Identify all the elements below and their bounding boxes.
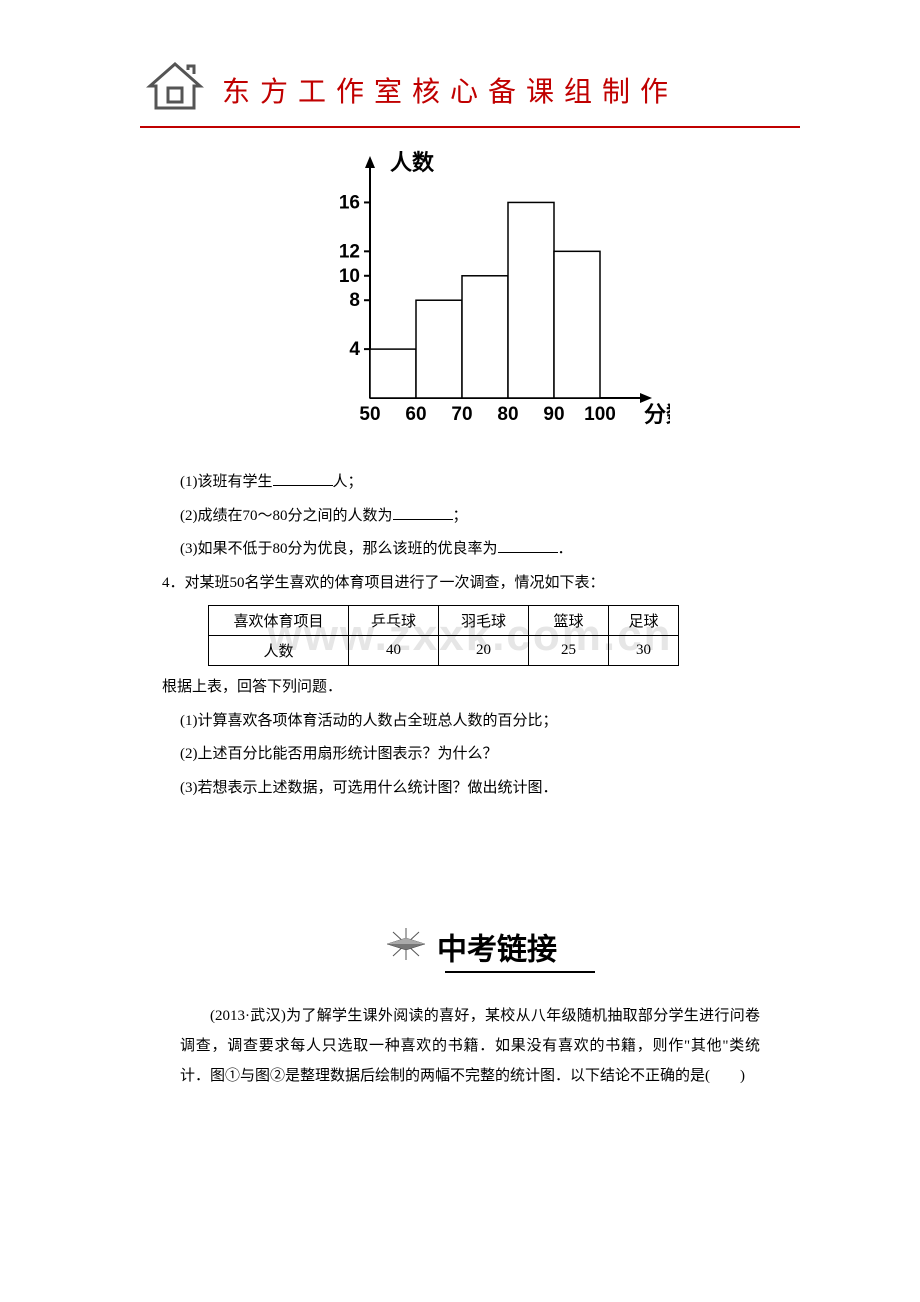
svg-text:70: 70 bbox=[451, 404, 472, 425]
zhongkao-header: 中考链接 bbox=[140, 924, 800, 973]
td-val: 30 bbox=[609, 636, 679, 666]
q2-suffix: ； bbox=[453, 508, 468, 524]
header-title: 东方工作室核心备课组制作 bbox=[222, 70, 678, 110]
after-table-line: 根据上表，回答下列问题． bbox=[162, 672, 760, 704]
th-col: 足球 bbox=[609, 606, 679, 636]
q1-blank[interactable] bbox=[273, 471, 333, 486]
compass-icon bbox=[383, 924, 429, 969]
th-col: 羽毛球 bbox=[439, 606, 529, 636]
svg-text:50: 50 bbox=[359, 404, 380, 425]
histogram-figure: 人数分数 4 8 10 12 16 50 60 70 80 90 100 bbox=[140, 148, 800, 443]
sport-table-wrap: www.zxxk.com.cn 喜欢体育项目 乒乓球 羽毛球 篮球 足球 人数 … bbox=[140, 605, 800, 666]
q3-suffix: ． bbox=[558, 541, 573, 557]
table-row: 人数 40 20 25 30 bbox=[209, 636, 679, 666]
svg-text:100: 100 bbox=[584, 404, 616, 425]
svg-text:12: 12 bbox=[339, 241, 360, 262]
sq2: (2)上述百分比能否用扇形统计图表示？为什么？ bbox=[180, 739, 760, 771]
zhongkao-paragraph: (2013·武汉)为了解学生课外阅读的喜好，某校从八年级随机抽取部分学生进行问卷… bbox=[180, 1001, 760, 1091]
sport-table: 喜欢体育项目 乒乓球 羽毛球 篮球 足球 人数 40 20 25 30 bbox=[208, 605, 679, 666]
svg-text:4: 4 bbox=[349, 339, 360, 360]
q1-text: (1)该班有学生 bbox=[180, 474, 273, 490]
svg-text:8: 8 bbox=[349, 290, 360, 311]
q2-text: (2)成绩在70～80分之间的人数为 bbox=[180, 508, 393, 524]
svg-text:16: 16 bbox=[339, 192, 360, 213]
sq1: (1)计算喜欢各项体育活动的人数占全班总人数的百分比； bbox=[180, 706, 760, 738]
svg-text:分数: 分数 bbox=[644, 402, 670, 427]
td-val: 20 bbox=[439, 636, 529, 666]
th-col: 乒乓球 bbox=[349, 606, 439, 636]
q1-suffix: 人； bbox=[333, 474, 363, 490]
svg-text:10: 10 bbox=[339, 266, 360, 287]
zhongkao-label: 中考链接 bbox=[437, 934, 557, 967]
q3-line: (3)如果不低于80分为优良，那么该班的优良率为 ． bbox=[180, 534, 760, 566]
logo-icon bbox=[140, 60, 210, 120]
td-val: 25 bbox=[529, 636, 609, 666]
sq3: (3)若想表示上述数据，可选用什么统计图？做出统计图． bbox=[180, 773, 760, 805]
svg-text:80: 80 bbox=[497, 404, 518, 425]
table-row: 喜欢体育项目 乒乓球 羽毛球 篮球 足球 bbox=[209, 606, 679, 636]
svg-text:人数: 人数 bbox=[390, 150, 435, 175]
td-label: 人数 bbox=[209, 636, 349, 666]
page-header: 东方工作室核心备课组制作 bbox=[140, 60, 800, 128]
q2-line: (2)成绩在70～80分之间的人数为 ； bbox=[180, 501, 760, 533]
q3-text: (3)如果不低于80分为优良，那么该班的优良率为 bbox=[180, 541, 498, 557]
q1-line: (1)该班有学生 人； bbox=[180, 467, 760, 499]
q2-blank[interactable] bbox=[393, 505, 453, 520]
svg-text:90: 90 bbox=[543, 404, 564, 425]
zhongkao-underline bbox=[445, 971, 595, 973]
svg-text:60: 60 bbox=[405, 404, 426, 425]
q4-intro: 4．对某班50名学生喜欢的体育项目进行了一次调查，情况如下表： bbox=[162, 568, 760, 600]
td-val: 40 bbox=[349, 636, 439, 666]
q3-blank[interactable] bbox=[498, 538, 558, 553]
th-label: 喜欢体育项目 bbox=[209, 606, 349, 636]
th-col: 篮球 bbox=[529, 606, 609, 636]
